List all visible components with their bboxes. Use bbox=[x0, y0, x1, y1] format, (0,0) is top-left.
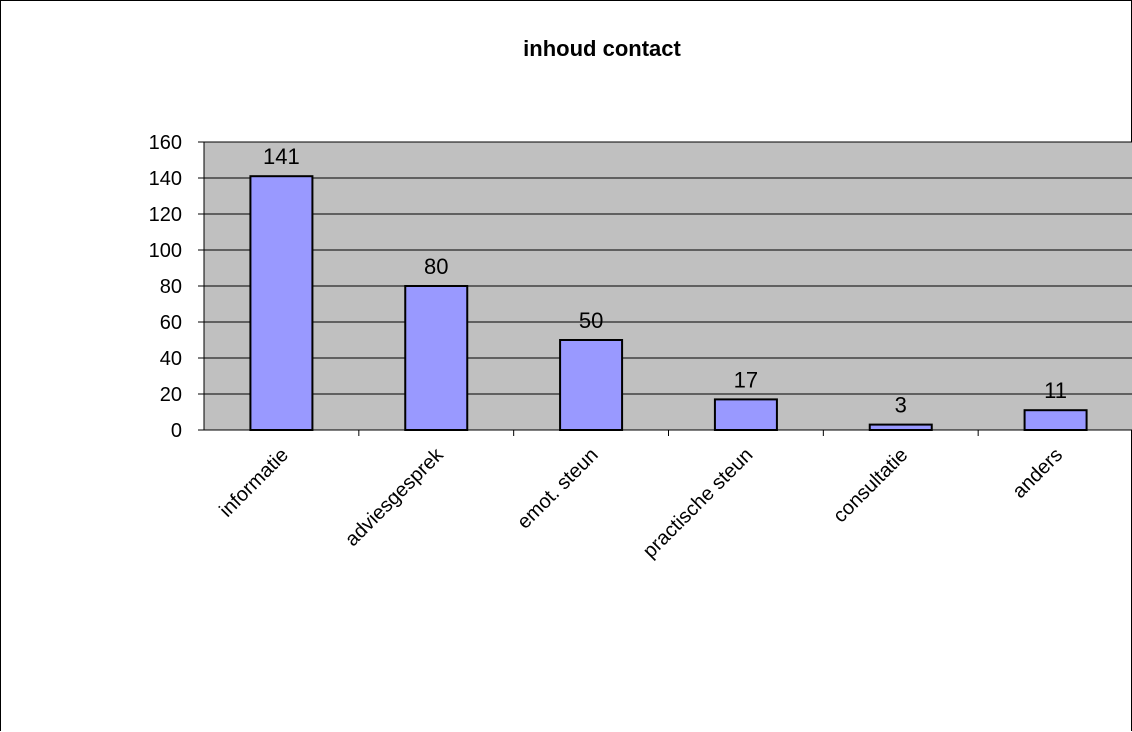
bar-adviesgesprek bbox=[404, 285, 469, 431]
axes bbox=[198, 141, 1132, 436]
x-category-labels: informatie adviesgesprek emot. steun practi… bbox=[215, 443, 1067, 562]
data-label: 50 bbox=[579, 308, 603, 333]
y-tick-label: 80 bbox=[160, 276, 182, 298]
y-tick-label: 160 bbox=[149, 132, 182, 154]
y-tick-label: 140 bbox=[149, 168, 182, 190]
x-category-label: practische steun bbox=[639, 444, 758, 563]
y-tick-label: 60 bbox=[160, 312, 182, 334]
y-tick-label: 0 bbox=[171, 420, 182, 442]
bar-practische-steun bbox=[713, 398, 778, 431]
data-label: 80 bbox=[424, 254, 448, 279]
x-category-label: informatie bbox=[215, 444, 293, 522]
y-tick-label: 20 bbox=[160, 384, 182, 406]
bar-informatie bbox=[249, 175, 314, 431]
data-label: 141 bbox=[263, 144, 300, 169]
data-label: 11 bbox=[1044, 378, 1067, 403]
chart-title: inhoud contact bbox=[523, 36, 681, 61]
y-tick-label: 40 bbox=[160, 348, 182, 370]
bar-emot-steun bbox=[559, 339, 624, 431]
data-labels: 141 80 50 17 3 11 bbox=[263, 144, 1067, 417]
gridlines bbox=[204, 141, 1132, 395]
y-tick-label: 120 bbox=[149, 204, 182, 226]
bars bbox=[249, 175, 1088, 432]
bar-consultatie bbox=[868, 423, 933, 432]
x-category-label: emot. steun bbox=[513, 444, 602, 533]
x-category-label: anders bbox=[1008, 444, 1067, 503]
data-label: 17 bbox=[734, 367, 758, 392]
bar-anders bbox=[1023, 409, 1088, 432]
data-label: 3 bbox=[895, 393, 907, 418]
y-tick-label: 100 bbox=[149, 240, 182, 262]
x-category-label: adviesgesprek bbox=[341, 443, 448, 550]
x-category-label: consultatie bbox=[829, 444, 912, 527]
y-tick-labels: 0 20 40 60 80 100 120 140 160 bbox=[149, 132, 182, 442]
